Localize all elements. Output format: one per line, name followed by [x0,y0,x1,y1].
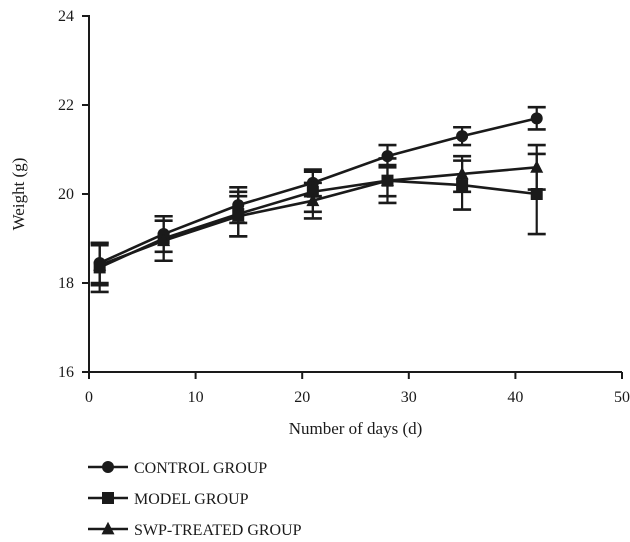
x-tick-label: 50 [614,389,630,406]
legend-item: CONTROL GROUP [88,460,267,477]
x-tick-label: 20 [294,389,310,406]
y-tick-label: 16 [58,364,74,381]
y-tick-label: 18 [58,275,74,292]
y-tick-label: 22 [58,97,74,114]
ticks: 0 10 20 30 40 50 16 18 20 22 24 [58,8,630,406]
legend-item: SWP-TREATED GROUP [88,521,302,539]
data-point [93,258,107,271]
legend-marker [102,461,114,473]
x-tick-label: 40 [507,389,523,406]
x-axis-title: Number of days (d) [289,419,423,438]
data-point [380,173,394,187]
legend-item: MODEL GROUP [88,491,249,508]
series-square [90,152,546,294]
y-axis-title: Weight (g) [9,158,28,231]
data-point [231,209,245,222]
series-triangle [90,143,546,287]
data-point [456,130,469,143]
data-point [455,166,469,180]
legend: CONTROL GROUP MODEL GROUP SWP-TREATED GROU… [88,460,302,539]
data-point [530,112,543,125]
x-tick-label: 10 [188,389,204,406]
legend-marker [102,492,114,504]
data-point [306,193,320,207]
data-point [530,160,544,173]
x-tick-label: 30 [401,389,417,406]
series-layer [90,105,546,294]
legend-label: MODEL GROUP [134,491,249,508]
legend-marker [101,521,115,535]
legend-label: SWP-TREATED GROUP [134,522,302,539]
x-tick-label: 0 [85,389,93,406]
data-point [530,188,543,200]
data-point [157,233,171,247]
y-tick-label: 20 [58,186,74,203]
legend-label: CONTROL GROUP [134,460,267,477]
y-tick-label: 24 [58,8,74,25]
